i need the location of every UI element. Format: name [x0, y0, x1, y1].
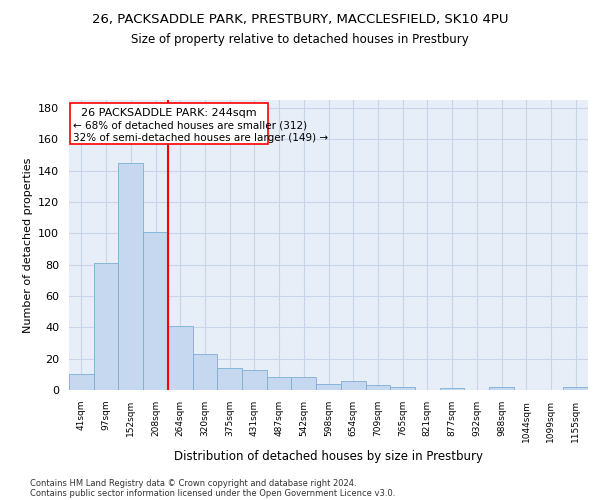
Y-axis label: Number of detached properties: Number of detached properties	[23, 158, 32, 332]
Text: ← 68% of detached houses are smaller (312): ← 68% of detached houses are smaller (31…	[73, 120, 307, 130]
Bar	[341, 380, 365, 390]
X-axis label: Distribution of detached houses by size in Prestbury: Distribution of detached houses by size …	[174, 450, 483, 463]
Bar	[143, 232, 168, 390]
Bar	[365, 386, 390, 390]
Text: Size of property relative to detached houses in Prestbury: Size of property relative to detached ho…	[131, 32, 469, 46]
Bar	[316, 384, 341, 390]
Bar	[292, 378, 316, 390]
Bar	[118, 162, 143, 390]
Bar	[242, 370, 267, 390]
Text: 26, PACKSADDLE PARK, PRESTBURY, MACCLESFIELD, SK10 4PU: 26, PACKSADDLE PARK, PRESTBURY, MACCLESF…	[92, 12, 508, 26]
Bar	[489, 387, 514, 390]
Bar	[193, 354, 217, 390]
Bar	[168, 326, 193, 390]
Bar	[94, 263, 118, 390]
Bar	[440, 388, 464, 390]
Bar	[563, 387, 588, 390]
Text: 32% of semi-detached houses are larger (149) →: 32% of semi-detached houses are larger (…	[73, 133, 328, 143]
Bar	[217, 368, 242, 390]
Text: Contains HM Land Registry data © Crown copyright and database right 2024.: Contains HM Land Registry data © Crown c…	[30, 478, 356, 488]
Text: 26 PACKSADDLE PARK: 244sqm: 26 PACKSADDLE PARK: 244sqm	[81, 108, 257, 118]
Text: Contains public sector information licensed under the Open Government Licence v3: Contains public sector information licen…	[30, 488, 395, 498]
Bar	[267, 378, 292, 390]
Bar	[70, 103, 268, 144]
Bar	[390, 387, 415, 390]
Bar	[69, 374, 94, 390]
